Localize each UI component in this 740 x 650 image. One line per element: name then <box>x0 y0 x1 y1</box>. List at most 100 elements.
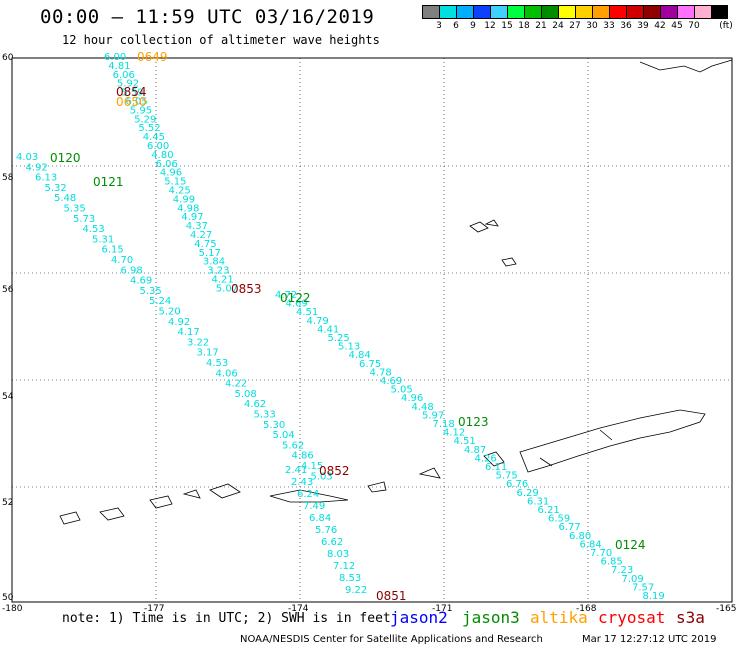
wave-height-value: 4.51 <box>296 307 318 318</box>
scale-tick-label: 42 <box>654 21 666 31</box>
wave-height-value: 3.17 <box>197 348 219 359</box>
wave-height-value: 6.29 <box>517 488 539 499</box>
wave-height-value: 6.00 <box>147 141 169 152</box>
wave-height-value: 6.31 <box>527 496 549 507</box>
wave-height-value: 4.96 <box>160 168 182 179</box>
wave-height-value: 4.69 <box>380 376 402 387</box>
scale-swatch <box>643 5 660 19</box>
wave-height-value: 5.59 <box>121 88 143 99</box>
scale-swatch <box>677 5 694 19</box>
wave-height-value: 8.53 <box>339 573 361 584</box>
scale-tick-label: 18 <box>518 21 530 31</box>
wave-height-value: 4.92 <box>26 162 48 173</box>
map-frame <box>11 57 733 603</box>
coastline-segment <box>269 489 349 503</box>
wave-height-value: 5.52 <box>138 123 160 134</box>
wave-height-value: 6.00 <box>104 52 126 63</box>
wave-height-value: 5.48 <box>54 193 76 204</box>
latitude-label: 56 <box>2 285 14 295</box>
scale-tick-label: 30 <box>586 21 598 31</box>
wave-height-value: 5.08 <box>235 389 257 400</box>
coastline-segment <box>469 221 489 233</box>
legend-cryosat: cryosat <box>598 608 666 627</box>
wave-height-value: 4.69 <box>130 276 152 287</box>
wave-height-value: 4.12 <box>443 428 465 439</box>
wave-height-value: 8.19 <box>643 591 665 602</box>
wave-height-value: 4.75 <box>194 239 216 250</box>
wave-height-value: 4.97 <box>181 212 203 223</box>
pass-label: 0852 <box>319 464 350 478</box>
wave-height-value: 5.35 <box>64 204 86 215</box>
scale-tick-label: 15 <box>501 21 513 31</box>
scale-tick-label: 21 <box>535 21 547 31</box>
satellite-tracks: 6.004.816.065.925.596.055.955.295.524.45… <box>16 50 665 603</box>
longitude-label: -180 <box>2 604 23 614</box>
wave-height-value: 4.69 <box>286 299 308 310</box>
wave-height-value: 7.57 <box>632 582 654 593</box>
wave-height-value: 6.85 <box>601 557 623 568</box>
longitude-label: -171 <box>432 604 452 614</box>
latitude-label: 54 <box>2 392 14 402</box>
scale-tick-label: 39 <box>637 21 649 31</box>
scale-swatch <box>592 5 609 19</box>
wave-height-value: 6.21 <box>538 505 560 516</box>
scale-tick-label: 3 <box>436 21 442 31</box>
wave-height-value: 5.30 <box>263 420 285 431</box>
wave-height-value: 6.62 <box>321 537 343 548</box>
legend-altika: altika <box>530 608 588 627</box>
wave-height-value: 4.45 <box>143 132 165 143</box>
scale-tick-label: 45 <box>671 21 683 31</box>
scale-tick-label: 33 <box>603 21 615 31</box>
scale-tick-label: 12 <box>484 21 496 31</box>
wave-height-value: 5.03 <box>311 471 333 482</box>
wave-height-value: 6.75 <box>359 359 381 370</box>
wave-height-value: 4.48 <box>412 402 434 413</box>
wave-height-value: 5.25 <box>328 333 350 344</box>
scale-swatch <box>694 5 711 19</box>
wave-height-value: 9.22 <box>345 585 367 596</box>
wave-height-value: 7.09 <box>622 574 644 585</box>
scale-swatch <box>626 5 643 19</box>
credit-line: NOAA/NESDIS Center for Satellite Applica… <box>240 634 543 645</box>
wave-height-value: 6.11 <box>485 462 507 473</box>
wave-height-value: 7.23 <box>611 565 633 576</box>
pass-label: 0650 <box>116 95 147 109</box>
longitude-label: -165 <box>716 604 736 614</box>
wave-height-value: 5.33 <box>254 410 276 421</box>
pass-label: 0121 <box>93 175 124 189</box>
wave-height-value: 5.04 <box>273 430 295 441</box>
scale-tick-label: 36 <box>620 21 632 31</box>
wave-height-value: 4.17 <box>178 327 200 338</box>
wave-height-value: 3.22 <box>187 337 209 348</box>
wave-height-value: 4.84 <box>349 350 371 361</box>
page-subtitle: 12 hour collection of altimeter wave hei… <box>62 33 380 47</box>
scale-tick-label: 9 <box>470 21 476 31</box>
wave-height-value: 4.80 <box>151 150 173 161</box>
scale-swatch <box>456 5 473 19</box>
map-border <box>11 57 733 603</box>
pass-label: 0853 <box>231 282 262 296</box>
wave-height-value: 4.62 <box>244 399 266 410</box>
wave-height-value: 5.29 <box>134 114 156 125</box>
wave-height-value: 5.15 <box>164 177 186 188</box>
wave-height-value: 6.59 <box>548 514 570 525</box>
coastline <box>59 59 733 525</box>
wave-height-value: 5.32 <box>45 183 67 194</box>
wave-height-value: 4.25 <box>169 186 191 197</box>
scale-swatch <box>507 5 524 19</box>
pass-label: 0854 <box>116 85 147 99</box>
timestamp: Mar 17 12:27:12 UTC 2019 <box>582 634 717 645</box>
wave-height-value: 5.35 <box>140 286 162 297</box>
scale-tick-label: 6 <box>453 21 459 31</box>
wave-height-value: 3.23 <box>207 266 229 277</box>
wave-height-value: 4.70 <box>111 255 133 266</box>
wave-height-value: 6.06 <box>113 70 135 81</box>
scale-swatch <box>609 5 626 19</box>
scale-swatch <box>711 5 728 19</box>
legend-jason2: jason2 <box>390 608 448 627</box>
scale-swatch <box>558 5 575 19</box>
wave-height-value: 3.84 <box>203 257 225 268</box>
wave-height-value: 4.79 <box>307 316 329 327</box>
scale-swatch <box>473 5 490 19</box>
wave-height-value: 5.73 <box>73 214 95 225</box>
